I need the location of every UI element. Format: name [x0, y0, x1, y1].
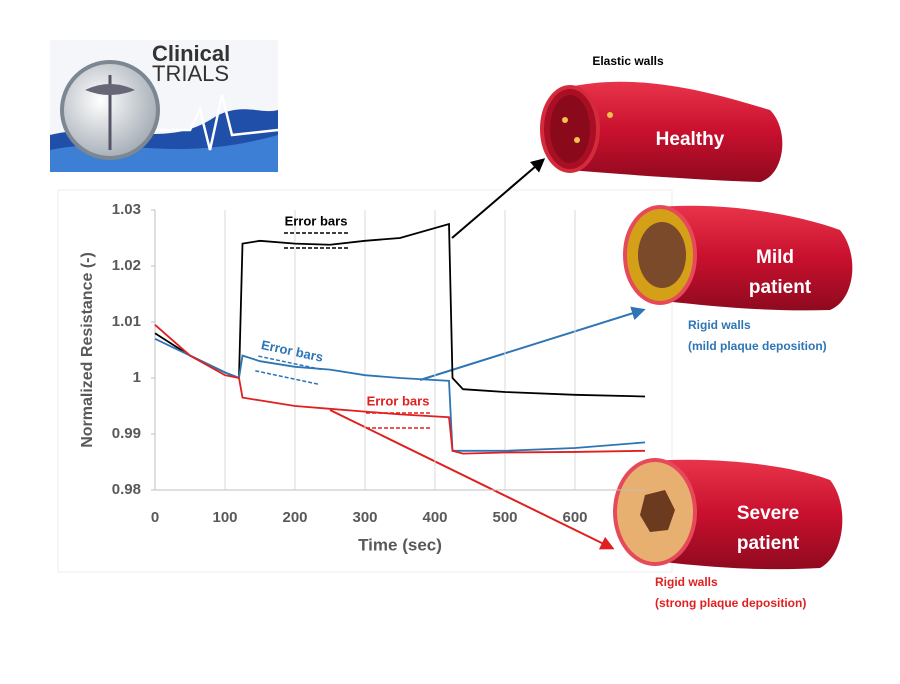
- series-line: [154, 324, 646, 455]
- label-severe: patient: [737, 533, 800, 554]
- y-tick-label: 1.01: [112, 313, 141, 330]
- y-tick-label: 0.98: [112, 481, 141, 498]
- logo-subtitle: TRIALS: [152, 61, 229, 86]
- x-tick-label: 500: [492, 509, 517, 526]
- arrow: [329, 409, 615, 550]
- y-tick-label: 1.02: [112, 257, 141, 274]
- label-mild: patient: [749, 277, 812, 298]
- caption-severe: Rigid walls: [655, 575, 718, 589]
- caption-mild: Rigid walls: [688, 318, 751, 332]
- x-tick-label: 400: [422, 509, 447, 526]
- x-tick-label: 300: [352, 509, 377, 526]
- annotation-dash: [255, 370, 319, 385]
- annotation-text: Error bars: [367, 393, 430, 408]
- x-tick-label: 100: [212, 509, 237, 526]
- arrow: [419, 306, 646, 381]
- y-axis-title: Normalized Resistance (-): [79, 252, 96, 448]
- artery-healthy: [540, 81, 783, 182]
- x-axis-title: Time (sec): [358, 535, 442, 554]
- caption-mild: (mild plaque deposition): [688, 339, 827, 353]
- x-tick-label: 200: [282, 509, 307, 526]
- y-tick-label: 1.03: [112, 201, 141, 218]
- caption-healthy: Elastic walls: [592, 54, 664, 68]
- label-severe: Severe: [737, 503, 799, 524]
- arrow: [451, 158, 546, 239]
- y-tick-label: 0.99: [112, 425, 141, 442]
- artery-severe: [613, 458, 843, 570]
- logo-title: Clinical: [152, 41, 230, 66]
- annotation: Error bars: [284, 213, 348, 249]
- series-line: [154, 337, 646, 452]
- logo: Clinical TRIALS: [50, 40, 279, 172]
- y-tick-label: 1: [133, 369, 141, 386]
- annotation-text: Error bars: [285, 213, 348, 228]
- artery-mild: [623, 205, 853, 311]
- x-tick-label: 0: [151, 509, 159, 526]
- label-healthy: Healthy: [656, 129, 725, 150]
- caption-severe: (strong plaque deposition): [655, 596, 806, 610]
- annotation: Error bars: [366, 393, 430, 429]
- x-tick-label: 600: [562, 509, 587, 526]
- annotation-dash: [258, 355, 322, 371]
- label-mild: Mild: [756, 247, 794, 268]
